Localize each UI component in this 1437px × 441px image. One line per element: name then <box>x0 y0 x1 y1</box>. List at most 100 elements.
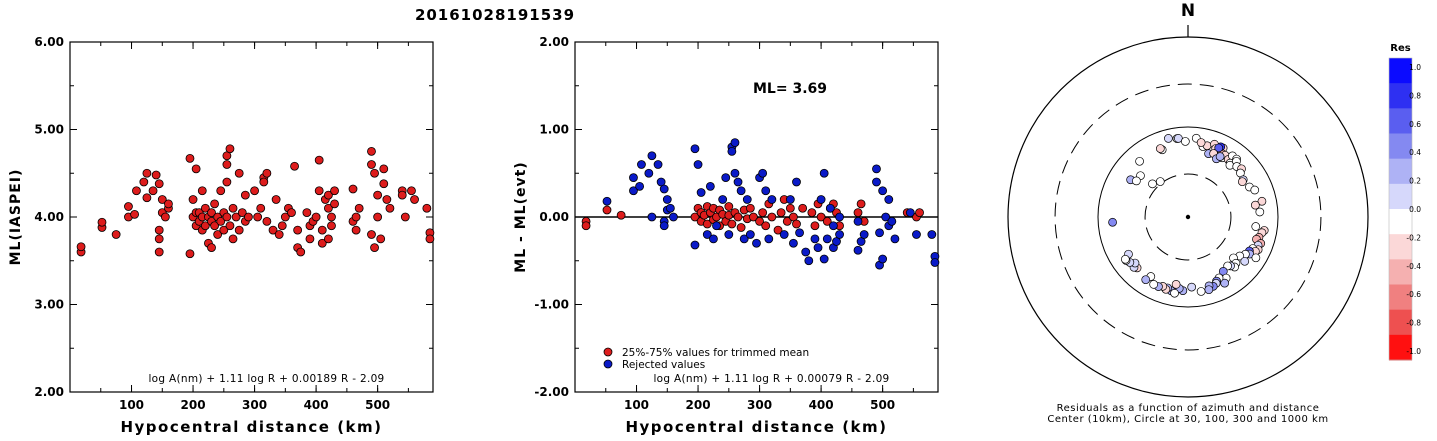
x-tick-label: 500 <box>365 398 390 412</box>
residual-distance-plot: 100 200 300 400 500 -2.00 -1.00 0.00 1.00 2.00 Hyp… <box>513 35 940 436</box>
data-point <box>348 184 358 194</box>
data-point <box>665 203 675 213</box>
residual-colorbar: Res 1.0 0.8 0.6 0.4 0.2 0.0 -0.2 -0.4 -0.6 -0.8 -1.… <box>1388 43 1421 361</box>
data-point <box>139 177 149 187</box>
data-point <box>324 234 333 244</box>
station-residual-point <box>1251 253 1261 263</box>
x-tick-label: 400 <box>304 398 329 412</box>
station-residual-point <box>1251 222 1261 231</box>
data-point <box>764 234 774 244</box>
data-point <box>884 195 894 204</box>
data-point <box>733 212 743 222</box>
data-point <box>237 208 247 218</box>
y-tick-label: 1.00 <box>539 123 569 137</box>
data-point <box>853 216 863 226</box>
ml-distance-plot: 100 200 300 400 500 2.00 3.00 4.00 5.00 6.00 Hypoc… <box>8 35 435 436</box>
data-point <box>154 225 164 235</box>
data-point <box>767 212 777 222</box>
data-point <box>875 228 884 238</box>
colorbar-segment <box>1389 108 1412 134</box>
data-point <box>807 208 817 218</box>
data-point <box>302 208 312 218</box>
station-residual-point <box>1148 179 1157 189</box>
data-point <box>244 212 253 222</box>
y-axis-label: ML(IASPEI) <box>8 169 24 266</box>
colorbar-segment <box>1389 58 1412 84</box>
data-point <box>373 190 383 200</box>
circle-30km <box>1144 173 1232 261</box>
data-point <box>718 195 728 204</box>
data-point <box>758 168 768 178</box>
station-residual-point <box>1171 280 1181 289</box>
station-residual-point <box>1164 134 1173 143</box>
data-point <box>210 199 219 209</box>
data-point <box>317 238 327 248</box>
y-tick-label: -1.00 <box>534 298 569 312</box>
data-point <box>810 234 820 244</box>
circle-100km <box>1097 126 1279 308</box>
legend-label: Rejected values <box>622 359 705 371</box>
data-point <box>761 186 771 196</box>
data-point <box>653 160 663 169</box>
data-point <box>207 243 216 253</box>
data-point <box>277 221 287 231</box>
data-point <box>111 230 121 239</box>
data-point <box>280 212 290 222</box>
data-point <box>160 212 170 222</box>
x-tick-label: 100 <box>119 398 144 412</box>
data-point <box>878 186 888 196</box>
y-tick-label: 2.00 <box>34 385 64 399</box>
data-point <box>669 212 678 222</box>
colorbar-frame <box>1388 57 1413 361</box>
data-point <box>819 168 829 178</box>
data-point <box>290 161 299 171</box>
legend-marker <box>603 359 613 369</box>
data-point <box>752 238 761 248</box>
data-point <box>659 184 669 194</box>
data-point <box>647 151 657 161</box>
data-point <box>207 208 216 218</box>
station-residual-point <box>1250 185 1260 195</box>
data-point <box>795 228 804 238</box>
station-residual-point <box>1120 254 1130 264</box>
data-point <box>712 221 721 231</box>
data-point <box>690 144 700 154</box>
data-point <box>637 160 646 169</box>
station-residual-point <box>1204 285 1214 295</box>
colorbar-segment <box>1389 234 1412 260</box>
data-point <box>142 193 152 203</box>
data-point <box>690 240 700 250</box>
data-point <box>373 212 383 222</box>
data-point <box>234 168 244 178</box>
data-point <box>268 225 278 235</box>
data-point <box>835 212 844 222</box>
data-point <box>785 203 795 213</box>
data-point <box>367 146 376 156</box>
data-point <box>256 203 266 213</box>
formula-text: log A(nm) + 1.11 log R + 0.00189 R - 2.0… <box>148 373 384 385</box>
data-point <box>314 186 324 196</box>
colorbar-tick-label: 1.0 <box>1409 63 1421 72</box>
data-point <box>250 186 259 196</box>
data-point <box>240 190 250 200</box>
data-point <box>142 168 152 178</box>
x-tick-label: 100 <box>624 398 649 412</box>
data-point <box>749 212 758 222</box>
data-point <box>761 221 771 231</box>
data-point <box>407 186 416 196</box>
data-point <box>927 230 937 239</box>
data-point <box>629 186 638 196</box>
data-point <box>317 225 327 235</box>
data-point <box>727 219 737 229</box>
data-point <box>367 230 376 239</box>
data-point <box>324 190 333 200</box>
data-point <box>130 209 140 219</box>
data-point <box>773 225 783 235</box>
station-residual-point <box>1181 137 1190 146</box>
data-point <box>792 219 801 229</box>
station-residual-point <box>1149 280 1159 289</box>
data-point <box>730 138 740 148</box>
y-tick-label: 6.00 <box>34 35 64 49</box>
data-point <box>234 225 244 235</box>
